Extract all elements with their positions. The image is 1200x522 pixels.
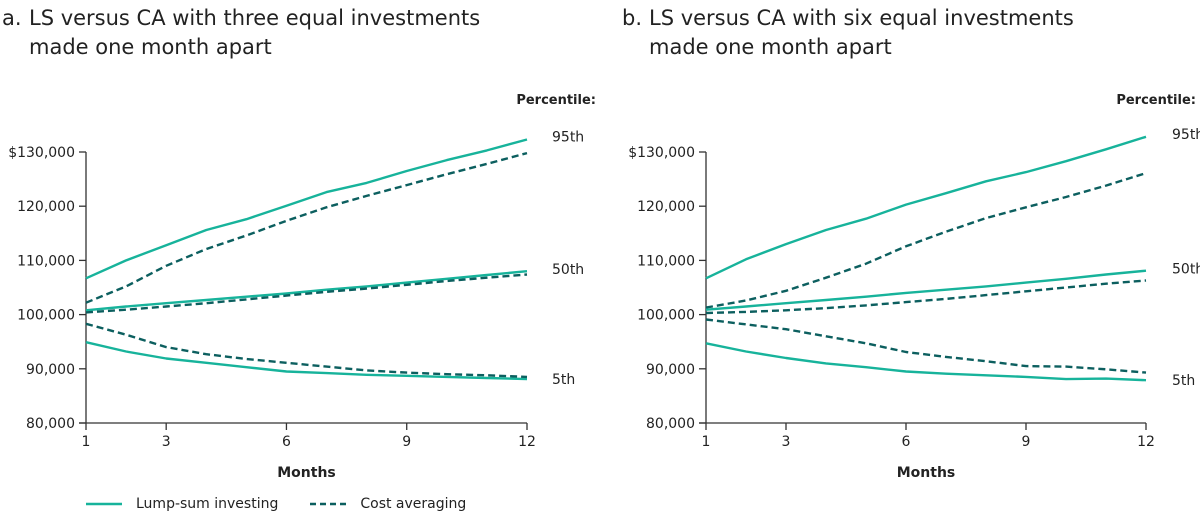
panel-a-x-tick-label: 9 [402, 434, 411, 450]
panel-b-x-tick-label: 9 [1022, 434, 1031, 450]
panel-a-y-tick-label: 100,000 [17, 308, 75, 324]
panel-a-percentile-label-50th: 50th [552, 262, 584, 278]
panel-b-y-tick-label: 110,000 [637, 253, 695, 269]
panel-a-percentile-label-95th: 95th [552, 130, 584, 146]
panel-b-y-tick-label: 90,000 [646, 362, 695, 378]
panel-b-percentile-header: Percentile: [1116, 93, 1196, 108]
panel-a-series-cost-averaging-50th [85, 273, 528, 314]
panel-a-x-tick-label: 6 [282, 434, 291, 450]
panel-b-percentile-label-95th: 95th [1172, 127, 1200, 143]
panel-a-series-cost-averaging-95th [85, 151, 528, 304]
panel-b-percentile-label-50th: 50th [1172, 262, 1200, 278]
panel-a-y-tick-label: 90,000 [26, 362, 75, 378]
panel-b-series-cost-averaging-50th [705, 279, 1147, 315]
panel-a-y-tick-label: 80,000 [26, 416, 75, 432]
panel-a-label: a. [2, 6, 22, 30]
panel-a-x-tick-label: 1 [82, 434, 91, 450]
panel-b-x-axis-title: Months [897, 465, 956, 481]
panel-b-title: b. LS versus CA with six equal investment… [622, 4, 1074, 62]
panel-b-series-lump-sum-investing-95th [705, 135, 1147, 280]
panel-b-series-cost-averaging-95th [705, 171, 1147, 309]
panel-a-series-lump-sum-investing-50th [85, 270, 528, 312]
panel-b-y-tick-label: $130,000 [628, 145, 695, 161]
panel-b-x-tick-label: 12 [1137, 434, 1155, 450]
panel-a-y-tick-label: 120,000 [17, 199, 75, 215]
panel-a-series-lump-sum-investing-95th [85, 138, 528, 280]
panel-b-y-tick-label: 100,000 [637, 308, 695, 324]
legend-item-cost-averaging: Cost averaging [310, 496, 466, 512]
panel-a-title: a. LS versus CA with three equal investme… [2, 4, 480, 62]
panel-b-x-tick-label: 1 [702, 434, 711, 450]
legend-item-lump-sum: Lump-sum investing [86, 496, 278, 512]
panel-a-x-tick-label: 3 [162, 434, 171, 450]
panel-b-series-cost-averaging-5th [705, 318, 1147, 374]
panel-a-series-lump-sum-investing-5th [85, 341, 528, 381]
legend-swatch-dashed [310, 502, 347, 506]
panel-b-percentile-label-5th: 5th [1172, 373, 1195, 389]
panel-b-title-line1: LS versus CA with six equal investments [649, 6, 1074, 30]
panel-b-series-lump-sum-investing-50th [705, 269, 1147, 311]
panel-b-label: b. [622, 6, 643, 30]
panel-b-x-tick-label: 3 [782, 434, 791, 450]
legend-label-lump-sum: Lump-sum investing [136, 496, 279, 512]
panel-a-title-line2: made one month apart [29, 35, 272, 59]
legend-label-cost-averaging: Cost averaging [360, 496, 467, 512]
panel-b-series-lump-sum-investing-5th [705, 342, 1147, 382]
legend: Lump-sum investing Cost averaging [86, 496, 498, 512]
panel-a-percentile-header: Percentile: [516, 93, 596, 108]
panel-b-y-tick-label: 120,000 [637, 199, 695, 215]
panel-a-y-tick-label: 110,000 [17, 253, 75, 269]
panel-a-title-line1: LS versus CA with three equal investment… [29, 6, 481, 30]
panel-b-x-tick-label: 6 [902, 434, 911, 450]
panel-b-title-line2: made one month apart [649, 35, 892, 59]
panel-a-x-tick-label: 12 [518, 434, 536, 450]
panel-b-y-tick-label: 80,000 [646, 416, 695, 432]
panel-a-series-cost-averaging-5th [85, 322, 528, 379]
panel-a-percentile-label-5th: 5th [552, 372, 575, 388]
panel-a-y-tick-label: $130,000 [8, 145, 75, 161]
panel-a-x-axis-title: Months [277, 465, 336, 481]
legend-swatch-solid [86, 502, 122, 506]
